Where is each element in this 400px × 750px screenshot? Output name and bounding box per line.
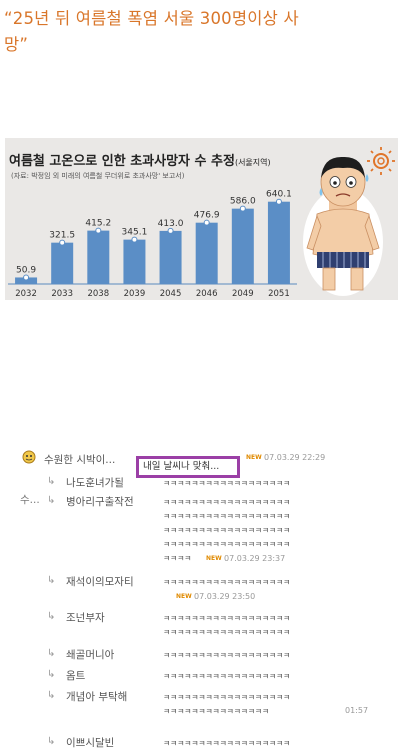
reply-row: ↳ 옴트 ㅋㅋㅋㅋㅋㅋㅋㅋㅋㅋㅋㅋㅋㅋㅋㅋㅋㅋ xyxy=(0,666,400,682)
value-label-2051: 640.1 xyxy=(266,190,292,200)
reply-arrow-icon: ↳ xyxy=(47,495,56,506)
user-emoticon-icon xyxy=(22,450,36,464)
reply-username[interactable]: 쇄골머니아 xyxy=(66,649,115,661)
bar-top-marker-2038 xyxy=(95,227,102,234)
reply-text-line: ㅋㅋㅋㅋㅋㅋㅋㅋㅋㅋㅋㅋㅋㅋㅋㅋㅋㅋ xyxy=(163,526,291,535)
article-headline: “25년 뒤 여름철 폭염 서울 300명이상 사 망” xyxy=(4,6,398,58)
reply-username[interactable]: 조넌부자 xyxy=(66,612,105,624)
reply-text: ㅋㅋㅋㅋㅋㅋㅋㅋㅋㅋㅋㅋㅋㅋㅋㅋㅋㅋ xyxy=(163,651,291,660)
reply-arrow-icon: ↳ xyxy=(47,611,56,622)
x-tick-label-2045: 2045 xyxy=(160,289,182,299)
bar-top-marker-2039 xyxy=(131,236,138,243)
comment-timestamp: 07.03.29 22:29 xyxy=(264,453,326,462)
bar-2032 xyxy=(15,277,38,284)
bar-2033 xyxy=(51,242,74,284)
value-label-2033: 321.5 xyxy=(49,231,75,241)
value-label-2045: 413.0 xyxy=(158,219,184,229)
reply-text-line: ㅋㅋㅋㅋㅋㅋㅋㅋㅋㅋㅋㅋㅋㅋㅋㅋㅋㅋ xyxy=(163,540,291,549)
new-badge: NEW xyxy=(176,593,192,600)
reply-row: ↳ 나도훈녀가될 ㅋㅋㅋㅋㅋㅋㅋㅋㅋㅋㅋㅋㅋㅋㅋㅋㅋㅋ xyxy=(0,473,400,489)
new-badge: NEW xyxy=(246,454,262,461)
comment-username[interactable]: 수원한 시박이... xyxy=(44,454,116,466)
x-tick-label-2051: 2051 xyxy=(268,289,290,299)
sweating-man-illustration xyxy=(303,147,395,296)
x-tick-label-2032: 2032 xyxy=(15,289,37,299)
reply-text: ㅋㅋㅋㅋㅋㅋㅋㅋㅋㅋㅋㅋㅋㅋㅋㅋㅋㅋ xyxy=(163,614,291,623)
reply-username[interactable]: 개념아 부탁해 xyxy=(66,691,128,703)
reply-arrow-icon: ↳ xyxy=(47,476,56,487)
bar-top-marker-2049 xyxy=(239,205,246,212)
bar-2046 xyxy=(195,222,218,284)
reply-arrow-icon: ↳ xyxy=(47,648,56,659)
reply-text: ㅋㅋㅋㅋㅋㅋㅋㅋㅋㅋㅋㅋㅋㅋㅋㅋㅋㅋ xyxy=(163,693,291,702)
headline-line-1: “25년 뒤 여름철 폭염 서울 300명이상 사 xyxy=(4,9,299,28)
bar-top-marker-2051 xyxy=(275,198,282,205)
reply-arrow-icon: ↳ xyxy=(47,690,56,701)
reply-text-line: ㅋㅋㅋㅋㅋㅋㅋㅋㅋㅋㅋㅋㅋㅋㅋ xyxy=(163,707,269,716)
reply-arrow-icon: ↳ xyxy=(47,736,56,747)
headline-line-2: 망” xyxy=(4,35,29,54)
x-tick-label-2038: 2038 xyxy=(87,289,109,299)
reply-text: ㅋㅋㅋㅋㅋㅋㅋㅋㅋㅋㅋㅋㅋㅋㅋㅋㅋㅋ xyxy=(163,498,291,507)
value-label-2049: 586.0 xyxy=(230,197,256,207)
chart-subtitle: (서울지역) xyxy=(234,158,271,167)
reply-timestamp: 07.03.29 23:37 xyxy=(224,554,286,563)
reply-text-line: ㅋㅋㅋㅋ xyxy=(163,554,192,563)
comment-top: 수원한 시박이... 내일 날씨나 맞춰... NEW 07.03.29 22:… xyxy=(0,449,400,478)
highlighted-comment-text: 내일 날씨나 맞춰... xyxy=(136,456,240,478)
reply-text: ㅋㅋㅋㅋㅋㅋㅋㅋㅋㅋㅋㅋㅋㅋㅋㅋㅋㅋ xyxy=(163,739,291,748)
reply-timestamp: 07.03.29 23:50 xyxy=(194,592,256,601)
reply-text: ㅋㅋㅋㅋㅋㅋㅋㅋㅋㅋㅋㅋㅋㅋㅋㅋㅋㅋ xyxy=(163,672,291,681)
bar-2038 xyxy=(87,230,110,284)
bar-chart: 50.9 2032 321.5 2033 415.2 2038 345.1 2039 413.0… xyxy=(8,190,297,299)
reply-username[interactable]: 병아리구출작전 xyxy=(66,496,134,508)
bar-top-marker-2046 xyxy=(203,219,210,226)
comment-section: 수원한 시박이... 내일 날씨나 맞춰... NEW 07.03.29 22:… xyxy=(0,440,400,749)
reply-username[interactable]: 이쁘시달빈 xyxy=(66,737,115,749)
bar-top-marker-2045 xyxy=(167,227,174,234)
reply-row: ↳ 조넌부자 ㅋㅋㅋㅋㅋㅋㅋㅋㅋㅋㅋㅋㅋㅋㅋㅋㅋㅋ ㅋㅋㅋㅋㅋㅋㅋㅋㅋㅋㅋㅋㅋㅋ… xyxy=(0,608,400,642)
reply-row: ↳ 재석이의모자티 ㅋㅋㅋㅋㅋㅋㅋㅋㅋㅋㅋㅋㅋㅋㅋㅋㅋㅋ NEW 07.03.2… xyxy=(0,572,400,606)
reply-username[interactable]: 재석이의모자티 xyxy=(66,576,134,588)
reply-timestamp: 01:57 xyxy=(345,706,369,715)
x-tick-label-2046: 2046 xyxy=(196,289,218,299)
collapsed-label: 수... xyxy=(20,494,40,506)
reply-username[interactable]: 옴트 xyxy=(66,670,86,682)
x-tick-label-2033: 2033 xyxy=(51,289,73,299)
bar-2045 xyxy=(159,230,182,284)
reply-text-line: ㅋㅋㅋㅋㅋㅋㅋㅋㅋㅋㅋㅋㅋㅋㅋㅋㅋㅋ xyxy=(163,512,291,521)
sun-icon xyxy=(367,147,395,175)
bar-top-marker-2032 xyxy=(23,274,30,281)
x-tick-label-2049: 2049 xyxy=(232,289,254,299)
bar-2039 xyxy=(123,239,146,284)
chart-title: 여름철 고온으로 인한 초과사망자 수 추정(서울지역) xyxy=(9,154,271,169)
reply-text: ㅋㅋㅋㅋㅋㅋㅋㅋㅋㅋㅋㅋㅋㅋㅋㅋㅋㅋ xyxy=(163,578,291,587)
reply-row: ↳ 쇄골머니아 ㅋㅋㅋㅋㅋㅋㅋㅋㅋㅋㅋㅋㅋㅋㅋㅋㅋㅋ xyxy=(0,645,400,661)
value-label-2038: 415.2 xyxy=(85,219,111,229)
chart-source-note: (자료: 박정임 외 미래의 여름철 무더위로 초과사망' 보고서) xyxy=(11,172,185,180)
value-label-2046: 476.9 xyxy=(194,211,220,221)
bar-2049 xyxy=(231,208,254,284)
reply-row: ↳ 개념아 부탁해 ㅋㅋㅋㅋㅋㅋㅋㅋㅋㅋㅋㅋㅋㅋㅋㅋㅋㅋ ㅋㅋㅋㅋㅋㅋㅋㅋㅋㅋㅋ… xyxy=(0,687,400,721)
reply-row: ↳ 이쁘시달빈 ㅋㅋㅋㅋㅋㅋㅋㅋㅋㅋㅋㅋㅋㅋㅋㅋㅋㅋ xyxy=(0,733,400,749)
reply-username[interactable]: 나도훈녀가될 xyxy=(66,477,124,489)
infographic: 50.9 2032 321.5 2033 415.2 2038 345.1 2039 413.0… xyxy=(5,138,398,300)
new-badge: NEW xyxy=(206,555,222,562)
bar-2051 xyxy=(267,201,290,284)
bar-top-marker-2033 xyxy=(59,239,66,246)
reply-text-line: ㅋㅋㅋㅋㅋㅋㅋㅋㅋㅋㅋㅋㅋㅋㅋㅋㅋㅋ xyxy=(163,628,291,637)
x-tick-label-2039: 2039 xyxy=(124,289,146,299)
reply-arrow-icon: ↳ xyxy=(47,575,56,586)
reply-text: ㅋㅋㅋㅋㅋㅋㅋㅋㅋㅋㅋㅋㅋㅋㅋㅋㅋㅋ xyxy=(163,479,291,488)
reply-row: ↳ 병아리구출작전 ㅋㅋㅋㅋㅋㅋㅋㅋㅋㅋㅋㅋㅋㅋㅋㅋㅋㅋ ㅋㅋㅋㅋㅋㅋㅋㅋㅋㅋㅋ… xyxy=(0,492,400,572)
reply-arrow-icon: ↳ xyxy=(47,669,56,680)
value-label-2032: 50.9 xyxy=(16,265,36,275)
value-label-2039: 345.1 xyxy=(122,228,148,238)
